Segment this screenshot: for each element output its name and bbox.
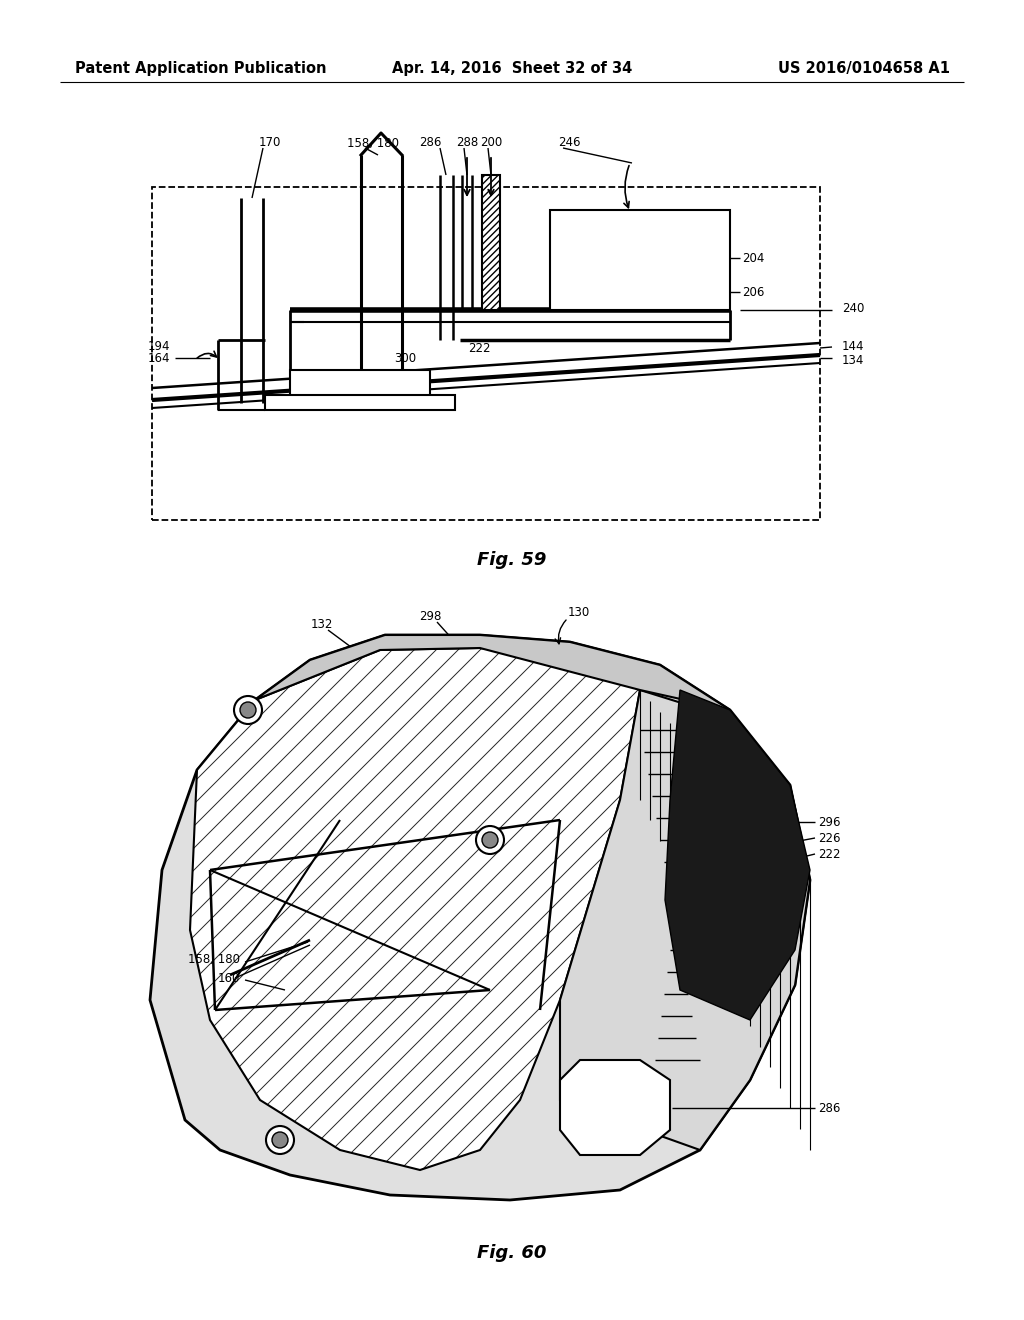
Circle shape bbox=[240, 702, 256, 718]
Text: 164: 164 bbox=[147, 351, 170, 364]
Text: 286: 286 bbox=[818, 1101, 841, 1114]
Text: 288: 288 bbox=[456, 136, 478, 149]
Bar bbox=[265, 395, 455, 411]
Text: 246: 246 bbox=[558, 136, 581, 149]
Text: 194: 194 bbox=[147, 341, 170, 354]
Text: 206: 206 bbox=[742, 285, 764, 298]
Text: 158, 180: 158, 180 bbox=[347, 136, 399, 149]
Text: 300: 300 bbox=[394, 351, 416, 364]
Text: 226: 226 bbox=[818, 832, 841, 845]
Text: 170: 170 bbox=[259, 136, 282, 149]
Circle shape bbox=[234, 696, 262, 723]
Circle shape bbox=[482, 832, 498, 847]
Text: 160: 160 bbox=[218, 972, 240, 985]
Text: 144: 144 bbox=[842, 341, 864, 354]
Text: Apr. 14, 2016  Sheet 32 of 34: Apr. 14, 2016 Sheet 32 of 34 bbox=[392, 61, 632, 75]
Text: 158, 180: 158, 180 bbox=[188, 953, 240, 966]
Polygon shape bbox=[560, 690, 810, 1150]
Text: Fig. 60: Fig. 60 bbox=[477, 1243, 547, 1262]
Text: Patent Application Publication: Patent Application Publication bbox=[75, 61, 327, 75]
Text: 200: 200 bbox=[480, 136, 502, 149]
Text: Fig. 59: Fig. 59 bbox=[477, 550, 547, 569]
Text: 222: 222 bbox=[468, 342, 490, 355]
Circle shape bbox=[266, 1126, 294, 1154]
Text: 240: 240 bbox=[842, 301, 864, 314]
Circle shape bbox=[272, 1133, 288, 1148]
PathPatch shape bbox=[190, 648, 640, 1170]
Text: 204: 204 bbox=[742, 252, 764, 264]
Bar bbox=[550, 210, 730, 310]
Bar bbox=[152, 187, 820, 520]
Text: 286: 286 bbox=[419, 136, 441, 149]
Text: 132: 132 bbox=[311, 619, 333, 631]
Text: 134: 134 bbox=[842, 354, 864, 367]
Bar bbox=[290, 370, 430, 400]
Text: 222: 222 bbox=[818, 847, 841, 861]
Polygon shape bbox=[150, 635, 810, 1200]
Polygon shape bbox=[560, 1060, 670, 1155]
Polygon shape bbox=[665, 690, 810, 1020]
Text: 298: 298 bbox=[419, 610, 441, 623]
Bar bbox=[482, 176, 500, 310]
Text: 296: 296 bbox=[818, 816, 841, 829]
Text: 130: 130 bbox=[568, 606, 590, 619]
Polygon shape bbox=[190, 648, 640, 1170]
Polygon shape bbox=[255, 635, 730, 710]
Text: US 2016/0104658 A1: US 2016/0104658 A1 bbox=[778, 61, 950, 75]
Circle shape bbox=[476, 826, 504, 854]
